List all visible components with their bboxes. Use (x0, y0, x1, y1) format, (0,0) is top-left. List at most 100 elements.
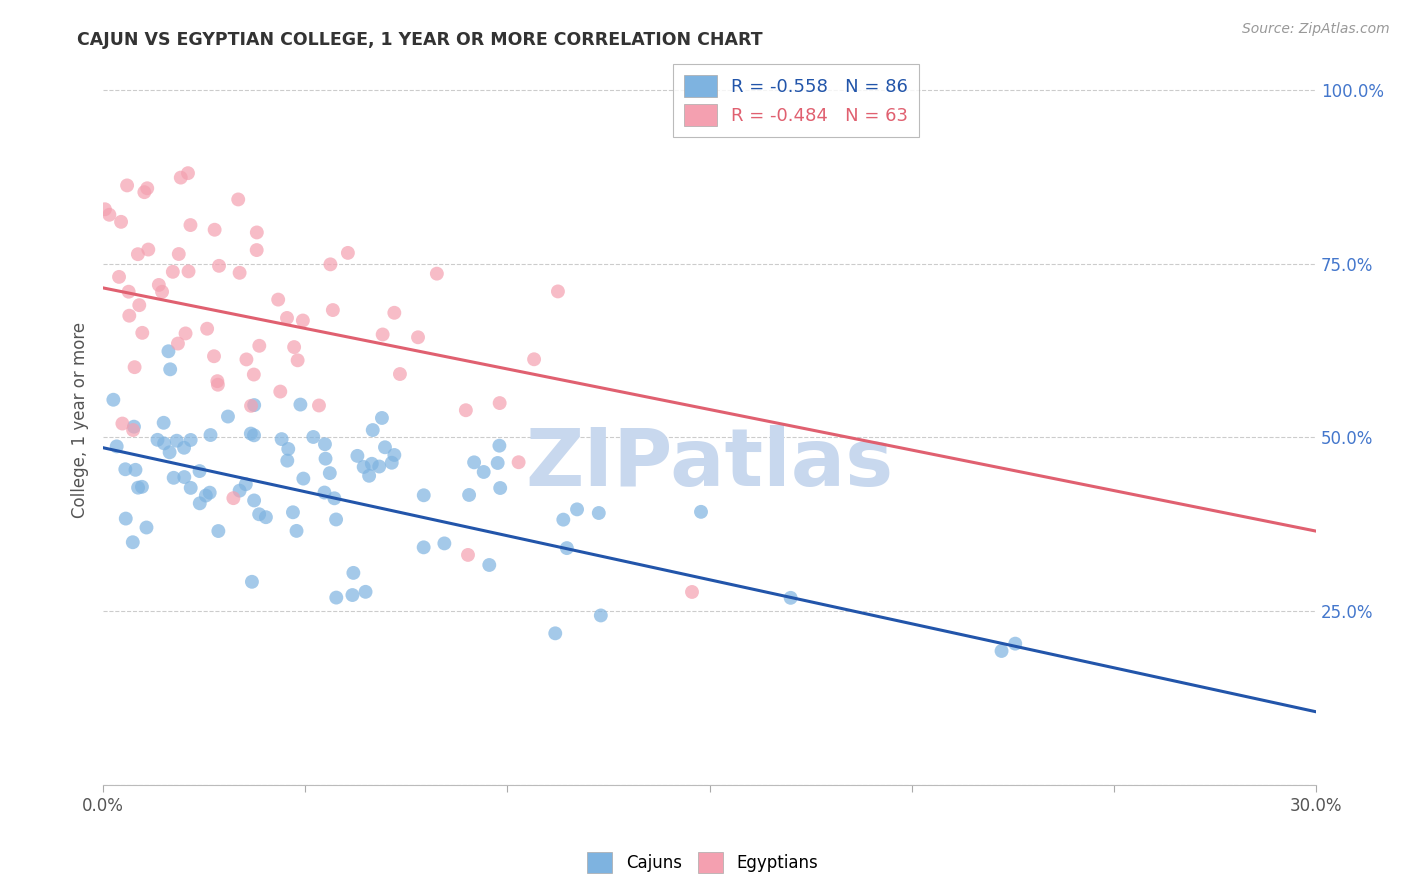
Point (314, 437, 336, 451)
Point (239, 426, 262, 441)
Point (285, 524, 308, 538)
Point (555, 541, 578, 555)
Point (454, 403, 477, 417)
Point (382, 448, 405, 462)
Point (177, 166, 200, 180)
Point (246, 243, 269, 257)
Point (226, 193, 249, 207)
Point (314, 485, 336, 500)
Point (124, 463, 146, 477)
Point (173, 470, 195, 484)
Point (489, 481, 512, 495)
Point (681, 585, 703, 599)
Point (148, 277, 170, 292)
Point (779, 591, 801, 605)
Point (194, 489, 217, 503)
Point (179, 218, 201, 232)
Point (354, 584, 377, 599)
Point (159, 362, 181, 376)
Legend: Cajuns, Egyptians: Cajuns, Egyptians (581, 846, 825, 880)
Point (243, 368, 266, 382)
Point (247, 339, 270, 353)
Point (246, 226, 269, 240)
Point (217, 409, 239, 424)
Point (167, 336, 190, 351)
Point (243, 428, 266, 442)
Point (322, 303, 344, 318)
Point (153, 436, 176, 450)
Point (1004, 637, 1026, 651)
Point (222, 491, 245, 505)
Text: Source: ZipAtlas.com: Source: ZipAtlas.com (1241, 22, 1389, 37)
Point (457, 548, 479, 562)
Point (103, 392, 125, 407)
Y-axis label: College, 1 year or more: College, 1 year or more (72, 322, 89, 518)
Point (170, 170, 193, 185)
Point (207, 374, 229, 388)
Point (235, 477, 257, 491)
Point (127, 481, 149, 495)
Point (122, 423, 145, 437)
Point (195, 322, 218, 336)
Point (240, 574, 263, 589)
Point (114, 511, 136, 525)
Point (131, 480, 153, 494)
Point (319, 466, 342, 480)
Point (371, 327, 394, 342)
Point (281, 505, 304, 519)
Point (589, 608, 612, 623)
Point (118, 309, 141, 323)
Point (188, 464, 211, 478)
Point (382, 306, 405, 320)
Point (124, 360, 146, 375)
Point (162, 265, 184, 279)
Point (323, 491, 346, 506)
Point (269, 384, 291, 399)
Point (361, 423, 384, 437)
Point (136, 181, 159, 195)
Point (228, 266, 250, 280)
Point (359, 468, 381, 483)
Point (207, 524, 229, 538)
Point (565, 502, 588, 516)
Point (472, 465, 495, 479)
Point (204, 223, 226, 237)
Point (336, 246, 359, 260)
Point (98, 208, 121, 222)
Point (508, 455, 530, 469)
Point (342, 566, 364, 580)
Point (388, 367, 411, 381)
Point (353, 460, 375, 475)
Point (135, 520, 157, 534)
Point (163, 471, 186, 485)
Point (207, 377, 229, 392)
Point (146, 433, 169, 447)
Point (486, 456, 509, 470)
Point (136, 243, 159, 257)
Point (290, 398, 312, 412)
Point (690, 505, 713, 519)
Point (287, 353, 309, 368)
Point (412, 488, 434, 502)
Point (167, 247, 190, 261)
Point (166, 434, 188, 448)
Point (122, 419, 145, 434)
Point (115, 178, 138, 193)
Point (111, 417, 134, 431)
Point (267, 293, 290, 307)
Point (553, 513, 575, 527)
Point (342, 588, 364, 602)
Text: CAJUN VS EGYPTIAN COLLEGE, 1 YEAR OR MORE CORRELATION CHART: CAJUN VS EGYPTIAN COLLEGE, 1 YEAR OR MOR… (77, 31, 763, 49)
Point (121, 535, 143, 549)
Point (371, 411, 394, 425)
Point (108, 269, 131, 284)
Point (488, 396, 510, 410)
Point (406, 330, 429, 344)
Point (433, 536, 456, 550)
Point (488, 439, 510, 453)
Point (523, 352, 546, 367)
Point (291, 313, 314, 327)
Point (346, 449, 368, 463)
Point (128, 298, 150, 312)
Point (315, 451, 337, 466)
